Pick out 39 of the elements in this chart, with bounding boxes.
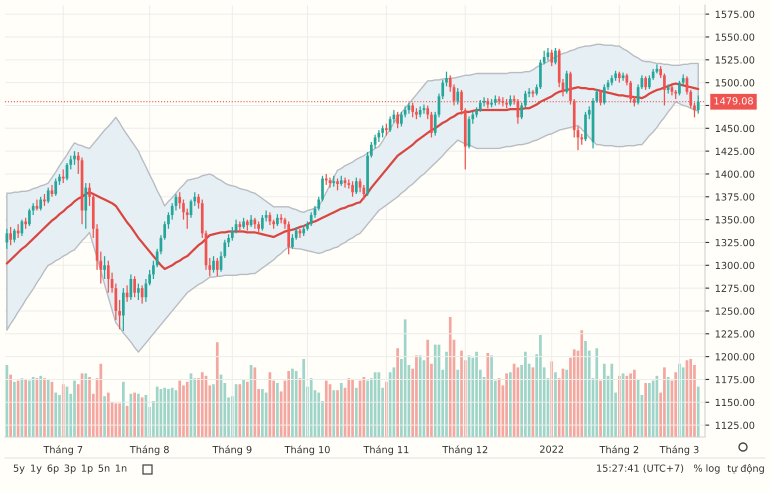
x-tick-label: 2022 [540,446,564,453]
y-tick-label: 1150.00 [716,398,754,406]
y-tick-label: 1400.00 [716,170,754,178]
x-tick-label: Tháng 3 [660,445,699,456]
y-tick-label: 1275.00 [716,284,754,292]
text: log [706,464,720,474]
y-tick-label: 1525.00 [716,56,754,64]
y-tick-label: 1350.00 [716,216,754,224]
text: 5n [98,464,110,472]
text: 5y [14,464,25,474]
text: % [694,464,702,472]
y-tick-label: 1250.00 [716,307,754,315]
text: 1y [31,464,42,474]
y-tick-label: 1125.00 [716,422,754,429]
y-tick-label: 1375.00 [716,193,754,201]
x-tick-label: Tháng 12 [442,445,488,456]
ref-line-label: 1479.08 [714,97,753,105]
text: 1p [82,464,93,474]
y-tick-label: 1225.00 [716,330,754,338]
y-tick-label: 1425.00 [716,148,754,155]
y-tick-label: 1200.00 [716,353,754,360]
y-tick-label: 1300.00 [716,262,754,270]
text: 15:27:41 (UTC+7) [597,464,684,473]
y-tick-label: 1175.00 [716,376,754,384]
x-tick-label: Tháng 8 [130,445,169,456]
y-tick-label: 1500.00 [716,79,754,86]
y-tick-label: 1325.00 [716,238,754,246]
text: tự động [728,464,764,474]
text: 3p [64,464,76,474]
x-tick-label: Tháng 7 [43,445,82,456]
x-tick-label: Tháng 2 [599,445,638,456]
y-tick-label: 1550.00 [716,33,754,41]
y-tick-label: 1450.00 [716,124,754,132]
x-tick-label: Tháng 11 [363,445,408,456]
x-tick-label: Tháng 9 [212,445,252,456]
text: 1n [116,464,126,472]
text: 6p [48,464,59,474]
y-tick-label: 1575.00 [716,10,754,18]
x-tick-label: Tháng 10 [284,445,330,456]
